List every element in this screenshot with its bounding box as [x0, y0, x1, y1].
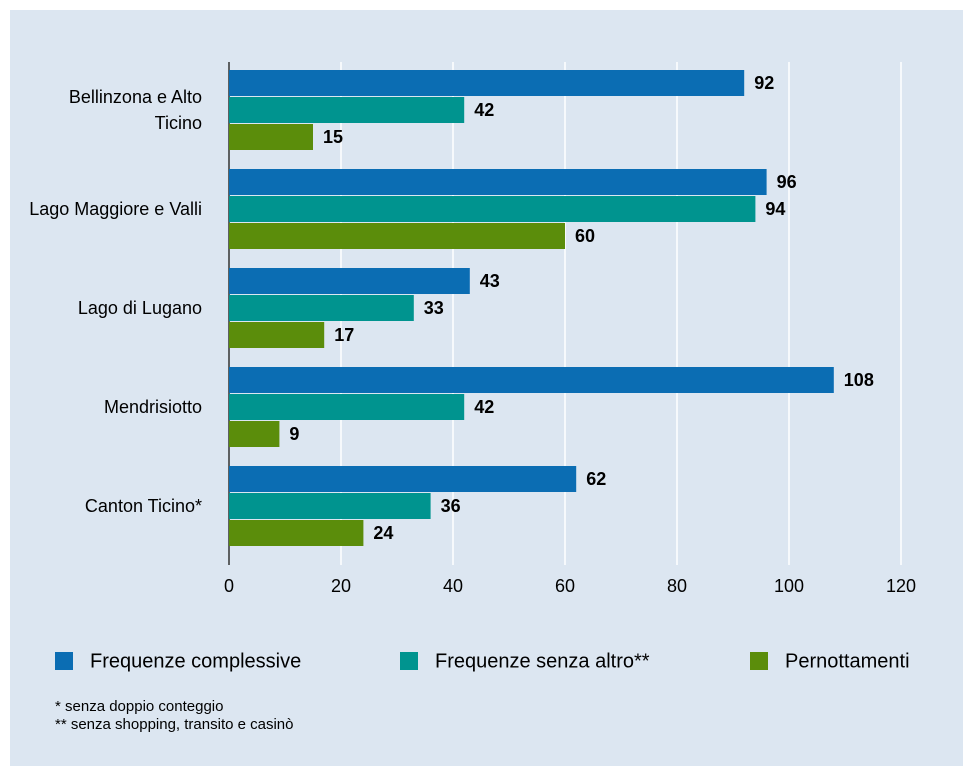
- bar: [229, 223, 565, 249]
- legend-label: Frequenze senza altro**: [435, 650, 650, 672]
- x-tick-label: 20: [331, 576, 351, 596]
- bar: [229, 493, 431, 519]
- bar: [229, 169, 767, 195]
- legend-swatch: [400, 652, 418, 670]
- footnote: * senza doppio conteggio: [55, 698, 223, 715]
- x-tick-label: 120: [886, 576, 916, 596]
- bar: [229, 520, 364, 546]
- value-label: 96: [777, 172, 797, 192]
- footnote: ** senza shopping, transito e casinò: [55, 716, 293, 733]
- value-label: 17: [334, 325, 354, 345]
- bar: [229, 394, 465, 420]
- bar: [229, 295, 414, 321]
- value-label: 60: [575, 226, 595, 246]
- value-label: 42: [474, 100, 494, 120]
- bar: [229, 421, 280, 447]
- bar: [229, 124, 313, 150]
- value-label: 92: [754, 73, 774, 93]
- bar: [229, 97, 465, 123]
- legend-swatch: [750, 652, 768, 670]
- x-tick-label: 80: [667, 576, 687, 596]
- value-label: 33: [424, 298, 444, 318]
- bar: [229, 70, 745, 96]
- legend-label: Frequenze complessive: [90, 650, 301, 672]
- value-label: 36: [441, 496, 461, 516]
- bar: [229, 196, 756, 222]
- bar: [229, 268, 470, 294]
- category-label: Lago Maggiore e Valli: [29, 199, 202, 219]
- x-tick-label: 60: [555, 576, 575, 596]
- category-label: Canton Ticino*: [84, 496, 202, 516]
- x-tick-label: 100: [774, 576, 804, 596]
- category-label: Lago di Lugano: [77, 298, 202, 318]
- legend-swatch: [55, 652, 73, 670]
- category-label: Bellinzona e Alto Ticino: [68, 87, 202, 133]
- x-tick-label: 0: [224, 576, 234, 596]
- value-label: 42: [474, 397, 494, 417]
- bar: [229, 322, 325, 348]
- value-label: 62: [586, 469, 606, 489]
- bar: [229, 466, 577, 492]
- value-label: 94: [765, 199, 785, 219]
- value-label: 43: [480, 271, 500, 291]
- value-label: 24: [373, 523, 393, 543]
- value-label: 108: [844, 370, 874, 390]
- x-tick-label: 40: [443, 576, 463, 596]
- bar: [229, 367, 834, 393]
- legend-label: Pernottamenti: [785, 650, 910, 672]
- value-label: 15: [323, 127, 343, 147]
- category-label: Mendrisiotto: [103, 397, 202, 417]
- value-label: 9: [289, 424, 299, 444]
